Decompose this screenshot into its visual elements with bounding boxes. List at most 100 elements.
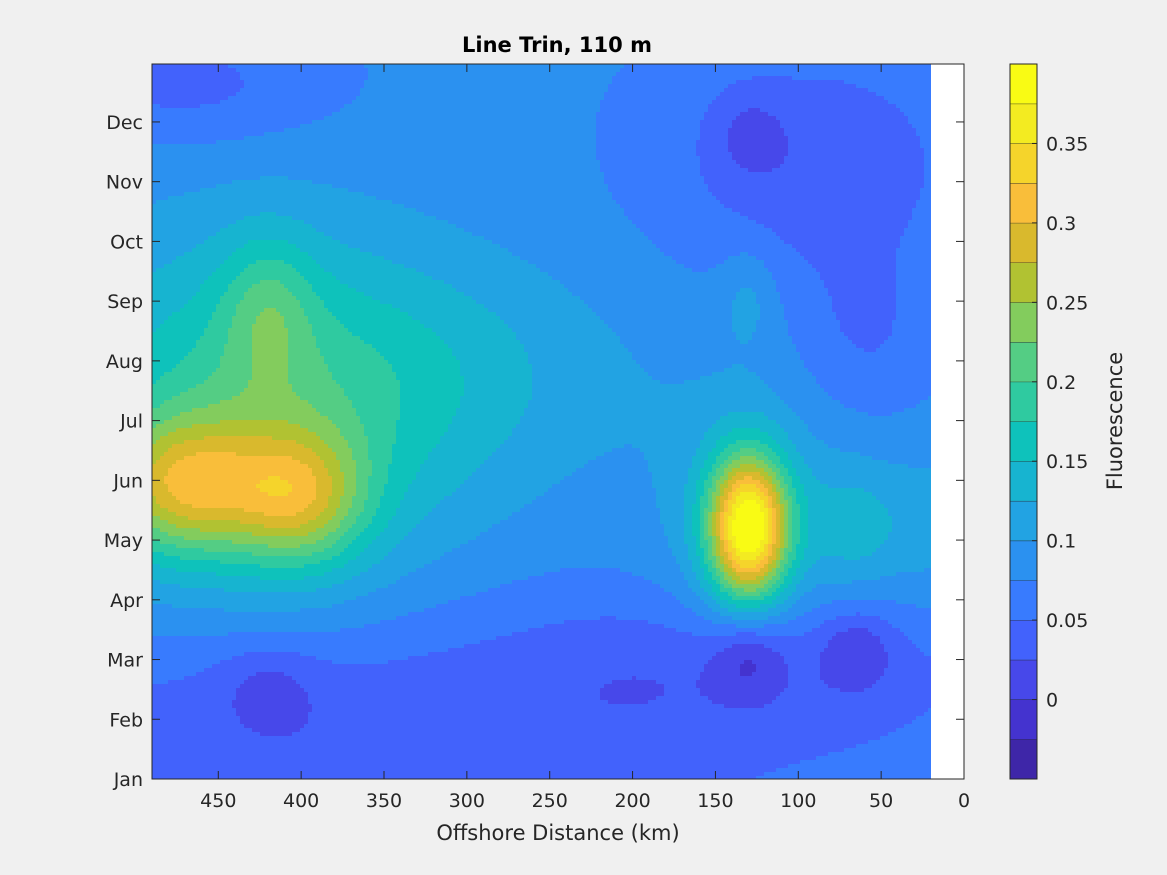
contour-cell (528, 160, 533, 165)
contour-cell (292, 160, 297, 165)
contour-cell (384, 64, 389, 69)
contour-cell (612, 92, 617, 97)
contour-cell (876, 68, 881, 73)
contour-cell (224, 84, 229, 89)
contour-cell (544, 76, 549, 81)
contour-cell (848, 84, 853, 89)
contour-cell (368, 120, 373, 125)
contour-cell (572, 136, 577, 141)
contour-cell (200, 92, 205, 97)
contour-cell (916, 84, 921, 89)
contour-cell (916, 92, 921, 97)
contour-cell (688, 68, 693, 73)
contour-cell (680, 136, 685, 141)
contour-cell (492, 144, 497, 149)
contour-cell (452, 68, 457, 73)
contour-cell (452, 84, 457, 89)
contour-cell (812, 156, 817, 161)
contour-cell (712, 88, 717, 93)
contour-cell (508, 96, 513, 101)
contour-cell (412, 160, 417, 165)
contour-cell (168, 100, 173, 105)
contour-cell (616, 104, 621, 109)
contour-cell (448, 80, 453, 85)
contour-cell (848, 132, 853, 137)
contour-cell (340, 64, 345, 69)
contour-cell (540, 132, 545, 137)
contour-cell (660, 108, 665, 113)
contour-cell (844, 84, 849, 89)
contour-cell (216, 124, 221, 129)
contour-cell (432, 144, 437, 149)
contour-cell (736, 76, 741, 81)
contour-cell (864, 152, 869, 157)
contour-cell (452, 164, 457, 169)
contour-cell (536, 64, 541, 69)
contour-cell (752, 80, 757, 85)
contour-cell (924, 136, 929, 141)
contour-cell (712, 76, 717, 81)
contour-cell (896, 136, 901, 141)
contour-cell (216, 140, 221, 145)
contour-cell (480, 164, 485, 169)
contour-cell (436, 112, 441, 117)
contour-cell (392, 72, 397, 77)
contour-cell (368, 84, 373, 89)
contour-cell (672, 136, 677, 141)
contour-cell (892, 96, 897, 101)
contour-cell (304, 80, 309, 85)
contour-cell (844, 132, 849, 137)
contour-cell (176, 120, 181, 125)
contour-cell (328, 100, 333, 105)
contour-cell (408, 116, 413, 121)
contour-cell (324, 80, 329, 85)
contour-cell (316, 76, 321, 81)
contour-cell (268, 124, 273, 129)
contour-cell (768, 128, 773, 133)
contour-cell (904, 76, 909, 81)
contour-cell (680, 156, 685, 161)
contour-cell (524, 88, 529, 93)
contour-cell (520, 68, 525, 73)
contour-cell (612, 144, 617, 149)
contour-cell (408, 140, 413, 145)
contour-cell (564, 100, 569, 105)
contour-cell (428, 100, 433, 105)
contour-cell (176, 144, 181, 149)
contour-cell (860, 88, 865, 93)
contour-cell (724, 128, 729, 133)
contour-cell (376, 124, 381, 129)
contour-cell (812, 132, 817, 137)
contour-cell (380, 100, 385, 105)
contour-cell (188, 100, 193, 105)
contour-cell (252, 84, 257, 89)
contour-cell (328, 128, 333, 133)
contour-cell (692, 144, 697, 149)
contour-cell (684, 116, 689, 121)
contour-cell (868, 136, 873, 141)
contour-cell (236, 72, 241, 77)
contour-cell (392, 116, 397, 121)
contour-cell (352, 68, 357, 73)
contour-cell (412, 72, 417, 77)
contour-cell (892, 88, 897, 93)
contour-cell (752, 112, 757, 117)
contour-cell (760, 144, 765, 149)
contour-cell (336, 128, 341, 133)
contour-cell (744, 100, 749, 105)
contour-cell (748, 68, 753, 73)
contour-cell (156, 100, 161, 105)
contour-cell (364, 156, 369, 161)
contour-cell (728, 160, 733, 165)
contour-cell (724, 112, 729, 117)
contour-cell (760, 92, 765, 97)
contour-cell (240, 128, 245, 133)
contour-cell (736, 68, 741, 73)
contour-cell (520, 88, 525, 93)
contour-cell (636, 132, 641, 137)
contour-cell (828, 152, 833, 157)
contour-cell (684, 148, 689, 153)
contour-cell (884, 144, 889, 149)
contour-cell (280, 80, 285, 85)
contour-cell (372, 72, 377, 77)
